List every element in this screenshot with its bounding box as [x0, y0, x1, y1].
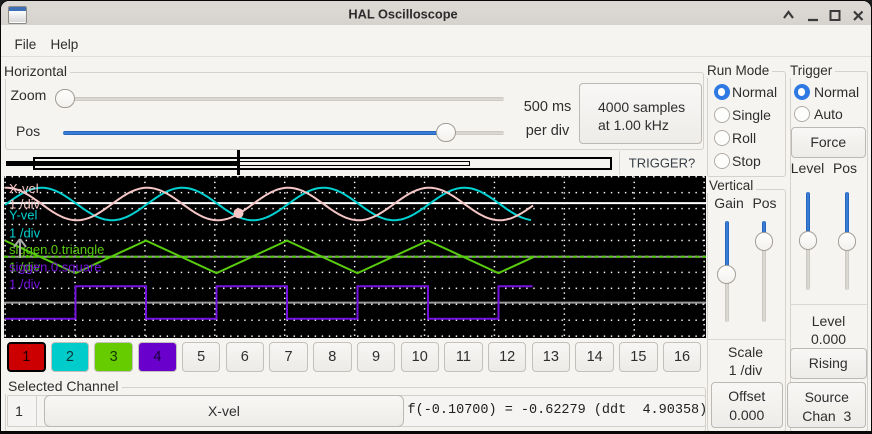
- svg-text:1 /div: 1 /div: [9, 226, 41, 241]
- svg-text:Y-vel: Y-vel: [9, 208, 38, 223]
- svg-text:1 /div: 1 /div: [9, 197, 41, 212]
- svg-text:1 /div: 1 /div: [9, 260, 41, 275]
- svg-text:1 /div: 1 /div: [9, 277, 41, 292]
- svg-text:siggen.0.triangle: siggen.0.triangle: [9, 242, 104, 257]
- svg-text:siggen.0.square: siggen.0.square: [9, 260, 102, 275]
- svg-text:X-vel: X-vel: [9, 181, 39, 196]
